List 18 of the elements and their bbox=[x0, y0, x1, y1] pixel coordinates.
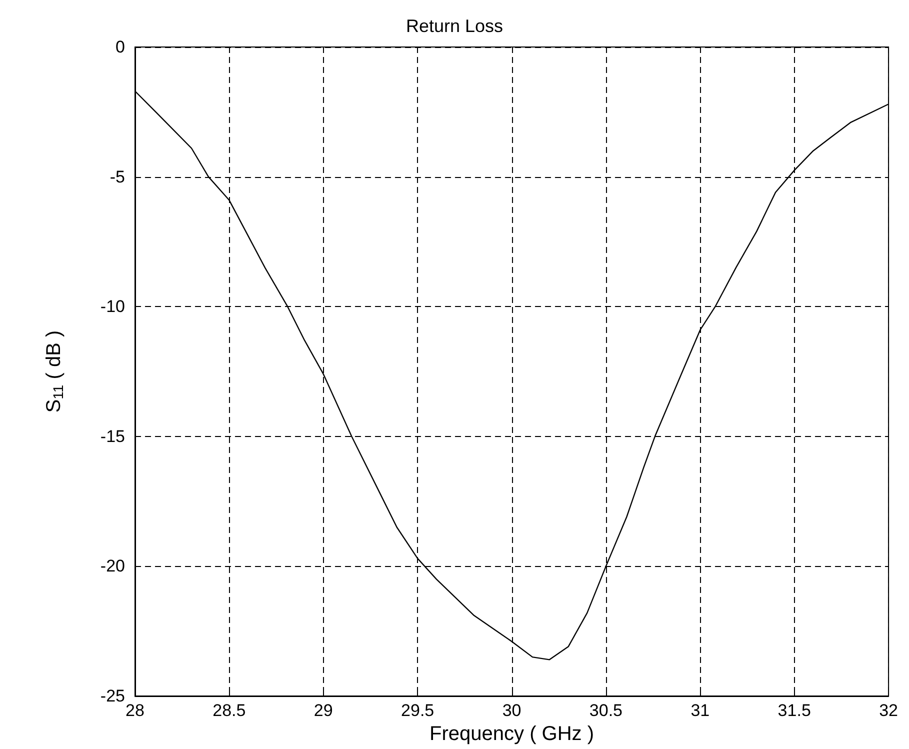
x-axis-title: Frequency ( GHz ) bbox=[430, 723, 594, 745]
x-tick-label: 29 bbox=[314, 701, 333, 720]
x-tick-label: 31.5 bbox=[778, 701, 811, 720]
x-tick-label: 30 bbox=[502, 701, 522, 720]
x-tick-label: 28.5 bbox=[212, 701, 246, 720]
x-tick-label: 32 bbox=[879, 701, 898, 720]
y-tick-label: -20 bbox=[100, 556, 125, 576]
y-tick-label: -15 bbox=[100, 426, 125, 446]
chart-title: Return Loss bbox=[406, 16, 504, 36]
y-tick-label: -25 bbox=[100, 686, 125, 706]
y-tick-label: -5 bbox=[110, 167, 125, 186]
x-tick-label: 29.5 bbox=[401, 701, 434, 720]
y-tick-label: -10 bbox=[100, 297, 125, 316]
y-tick-label: 0 bbox=[116, 38, 125, 56]
x-tick-label: 30.5 bbox=[589, 701, 623, 720]
y-axis-title: S11 ( dB ) bbox=[43, 330, 66, 413]
x-tick-label: 28 bbox=[126, 701, 144, 720]
x-tick-label: 31 bbox=[690, 701, 710, 720]
